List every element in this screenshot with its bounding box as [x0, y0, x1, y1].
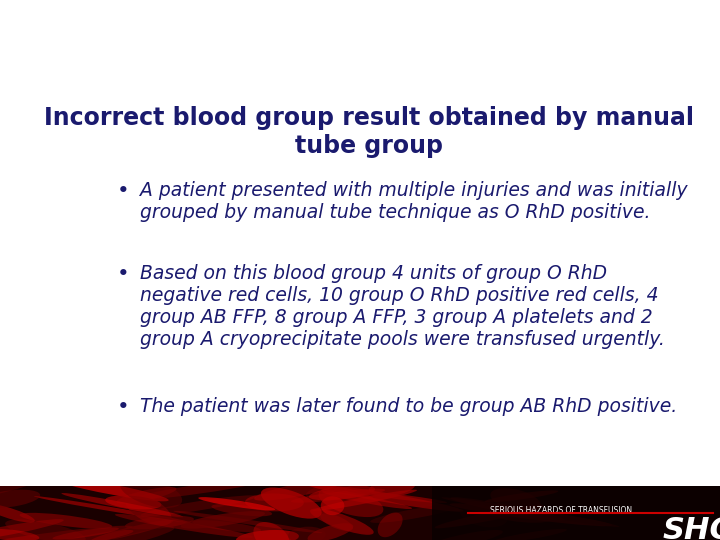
- Ellipse shape: [312, 490, 417, 511]
- Ellipse shape: [485, 490, 558, 502]
- Ellipse shape: [53, 528, 119, 539]
- Ellipse shape: [125, 516, 194, 529]
- Text: •: •: [117, 181, 130, 201]
- Ellipse shape: [459, 502, 508, 527]
- Ellipse shape: [120, 477, 182, 508]
- Ellipse shape: [34, 496, 191, 523]
- Ellipse shape: [288, 526, 325, 540]
- Ellipse shape: [369, 478, 415, 496]
- FancyBboxPatch shape: [0, 486, 720, 540]
- Text: A patient presented with multiple injuries and was initially
grouped by manual t: A patient presented with multiple injuri…: [140, 181, 688, 222]
- Text: •: •: [117, 265, 130, 285]
- Text: The patient was later found to be group AB RhD positive.: The patient was later found to be group …: [140, 397, 678, 416]
- Ellipse shape: [451, 497, 565, 521]
- Ellipse shape: [0, 504, 35, 523]
- Ellipse shape: [19, 513, 112, 529]
- Ellipse shape: [192, 520, 261, 532]
- Text: Based on this blood group 4 units of group O RhD
negative red cells, 10 group O : Based on this blood group 4 units of gro…: [140, 265, 665, 349]
- Ellipse shape: [198, 497, 275, 510]
- Ellipse shape: [254, 478, 347, 501]
- Ellipse shape: [140, 495, 256, 516]
- Ellipse shape: [0, 519, 64, 540]
- Ellipse shape: [174, 511, 323, 533]
- Ellipse shape: [320, 514, 353, 531]
- Ellipse shape: [261, 488, 322, 518]
- Ellipse shape: [0, 475, 42, 498]
- Ellipse shape: [492, 529, 567, 540]
- Ellipse shape: [307, 523, 354, 540]
- Ellipse shape: [427, 530, 503, 540]
- FancyBboxPatch shape: [432, 486, 720, 540]
- Ellipse shape: [0, 529, 40, 540]
- Ellipse shape: [305, 483, 464, 511]
- Ellipse shape: [236, 530, 299, 540]
- Ellipse shape: [105, 495, 161, 509]
- Ellipse shape: [291, 489, 385, 503]
- Ellipse shape: [0, 525, 132, 540]
- Ellipse shape: [5, 519, 86, 540]
- Ellipse shape: [441, 497, 619, 527]
- Ellipse shape: [318, 487, 383, 517]
- Ellipse shape: [435, 505, 544, 528]
- Ellipse shape: [133, 478, 271, 500]
- Ellipse shape: [370, 504, 462, 523]
- Ellipse shape: [490, 488, 541, 512]
- Ellipse shape: [117, 487, 176, 503]
- Text: SERIOUS HAZARDS OF TRANSFUSION: SERIOUS HAZARDS OF TRANSFUSION: [490, 506, 631, 515]
- Ellipse shape: [45, 530, 133, 540]
- Ellipse shape: [321, 496, 344, 515]
- Ellipse shape: [322, 491, 412, 509]
- Ellipse shape: [245, 494, 304, 511]
- Ellipse shape: [181, 511, 265, 529]
- Text: Incorrect blood group result obtained by manual
tube group: Incorrect blood group result obtained by…: [44, 106, 694, 158]
- Ellipse shape: [61, 493, 184, 517]
- Ellipse shape: [378, 512, 402, 537]
- Ellipse shape: [469, 510, 519, 522]
- Text: SHOT: SHOT: [662, 516, 720, 540]
- Ellipse shape: [253, 522, 289, 540]
- Ellipse shape: [347, 490, 447, 503]
- Ellipse shape: [310, 509, 374, 535]
- Ellipse shape: [306, 483, 340, 498]
- Ellipse shape: [309, 485, 375, 500]
- Ellipse shape: [115, 514, 253, 538]
- Ellipse shape: [125, 494, 172, 525]
- Ellipse shape: [50, 477, 168, 501]
- Ellipse shape: [489, 508, 553, 523]
- Text: •: •: [117, 397, 130, 417]
- Ellipse shape: [212, 504, 272, 516]
- Ellipse shape: [90, 520, 174, 540]
- Ellipse shape: [0, 490, 40, 508]
- Ellipse shape: [96, 527, 174, 540]
- Ellipse shape: [449, 503, 612, 526]
